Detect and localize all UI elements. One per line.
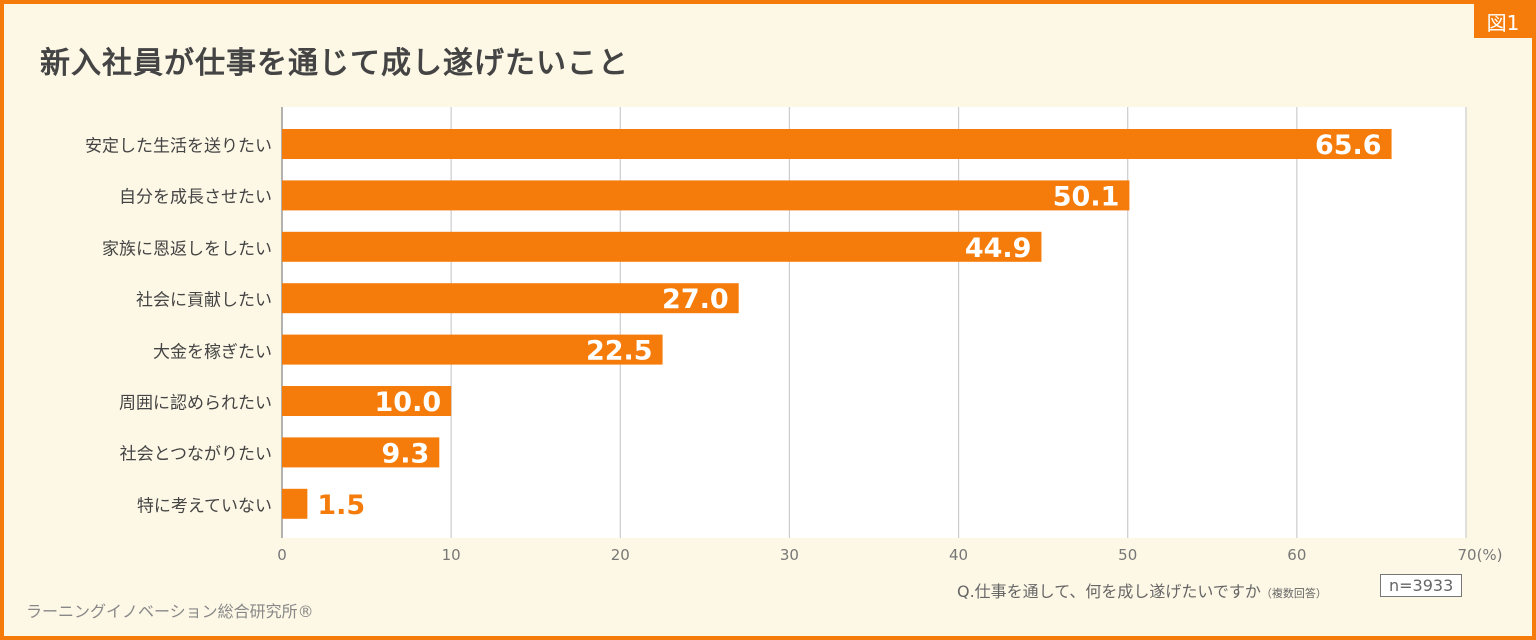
- bar: [282, 129, 1392, 159]
- x-tick-label: 10: [441, 546, 461, 564]
- bar-value-label: 65.6: [1315, 130, 1382, 161]
- category-label: 安定した生活を送りたい: [85, 136, 272, 157]
- category-label: 特に考えていない: [136, 496, 272, 517]
- x-tick-label: 50: [1118, 546, 1138, 564]
- bar-value-label: 9.3: [381, 438, 429, 469]
- bar: [282, 488, 308, 519]
- category-label: 周囲に認められたい: [119, 393, 272, 414]
- x-tick-label: 40: [949, 546, 969, 564]
- bar-value-label: 1.5: [317, 490, 365, 521]
- question-note: （複数回答）: [1260, 587, 1327, 600]
- bar: [282, 283, 739, 314]
- figure-badge: 図1: [1474, 4, 1532, 38]
- chart-title: 新入社員が仕事を通じて成し遂げたいこと: [40, 46, 629, 81]
- sample-size: n=3933: [1380, 574, 1463, 597]
- bar-value-label: 22.5: [586, 336, 653, 367]
- question-text: Q.仕事を通して、何を成し遂げたいですか（複数回答）: [957, 578, 1327, 602]
- bar-value-label: 50.1: [1053, 181, 1120, 212]
- x-tick-label: 30: [779, 546, 799, 564]
- plot-area: [282, 107, 1466, 538]
- category-label: 社会に貢献したい: [136, 290, 272, 311]
- x-tick-label: 70(%): [1457, 546, 1503, 564]
- bar: [282, 334, 663, 365]
- category-label: 家族に恩返しをしたい: [102, 239, 272, 260]
- category-label: 大金を稼ぎたい: [153, 342, 272, 363]
- bar: [282, 180, 1130, 211]
- source-credit: ラーニングイノベーション総合研究所®: [26, 602, 314, 621]
- x-tick-label: 0: [277, 546, 287, 564]
- bar-value-label: 10.0: [375, 387, 442, 418]
- bar-value-label: 27.0: [662, 284, 729, 315]
- category-label: 自分を成長させたい: [119, 187, 272, 208]
- category-label: 社会とつながりたい: [119, 444, 272, 465]
- bar-value-label: 44.9: [965, 233, 1032, 264]
- bar: [282, 231, 1042, 262]
- question: Q.仕事を通して、何を成し遂げたいですか: [957, 582, 1261, 601]
- x-tick-label: 20: [610, 546, 630, 564]
- bar: [282, 386, 452, 416]
- x-tick-label: 60: [1287, 546, 1307, 564]
- bar: [282, 437, 440, 468]
